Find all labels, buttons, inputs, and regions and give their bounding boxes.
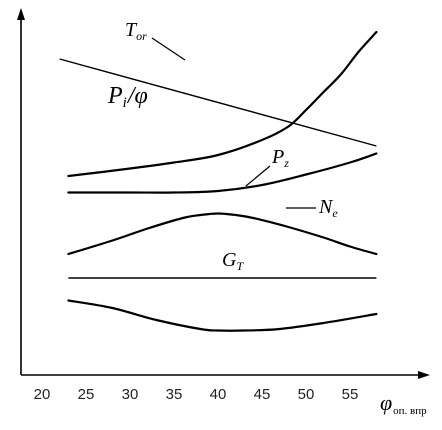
series-line-p-z — [67, 152, 378, 194]
x-tick-label: 30 — [122, 386, 139, 403]
series-label-main: G — [222, 249, 237, 271]
series-label-p-z: Pz — [271, 146, 289, 170]
series-label-main: P — [107, 83, 123, 109]
series-layer — [59, 30, 378, 332]
x-tick-label: 45 — [254, 386, 271, 403]
series-label-subscript: z — [283, 156, 289, 170]
x-tick-label: 40 — [210, 386, 227, 403]
series-label-t-or: Tor — [125, 19, 147, 43]
series-label-subscript: e — [332, 206, 338, 220]
series-line-t-or — [59, 58, 377, 147]
series-label-tail: /φ — [126, 83, 148, 109]
x-axis-arrow — [418, 371, 430, 379]
series-label-p-i-: Pi/φ — [107, 83, 148, 111]
series-label-main: T — [125, 19, 138, 41]
x-tick-label: 25 — [78, 386, 95, 403]
series-label-main: N — [318, 196, 334, 218]
x-axis-label-main: φ — [380, 390, 392, 415]
x-axis-label: φоп. впр — [380, 390, 427, 417]
series-line-n-e — [67, 212, 378, 256]
series-label-main: P — [271, 146, 284, 168]
series-label-subscript: or — [136, 29, 147, 43]
x-tick-label: 20 — [34, 386, 51, 403]
x-axis-label-subscript: оп. впр — [393, 405, 427, 417]
series-label-g-t: GT — [222, 249, 244, 273]
y-axis-arrow — [17, 8, 25, 20]
x-tick-label: 50 — [298, 386, 315, 403]
x-tick-labels: 20 25 30 35 40 45 50 55 φоп. впр — [34, 386, 427, 417]
series-label-subscript: T — [236, 259, 244, 273]
label-leader-p-z — [245, 165, 271, 187]
axes — [17, 8, 430, 379]
series-line-unlabeled-5 — [67, 299, 378, 332]
label-leader-t-or — [151, 37, 186, 61]
series-label-n-e: Ne — [318, 196, 338, 220]
x-tick-label: 55 — [342, 386, 359, 403]
x-tick-label: 35 — [166, 386, 183, 403]
series-label-subscript: i — [123, 95, 127, 111]
series-line-p-i- — [67, 30, 378, 178]
